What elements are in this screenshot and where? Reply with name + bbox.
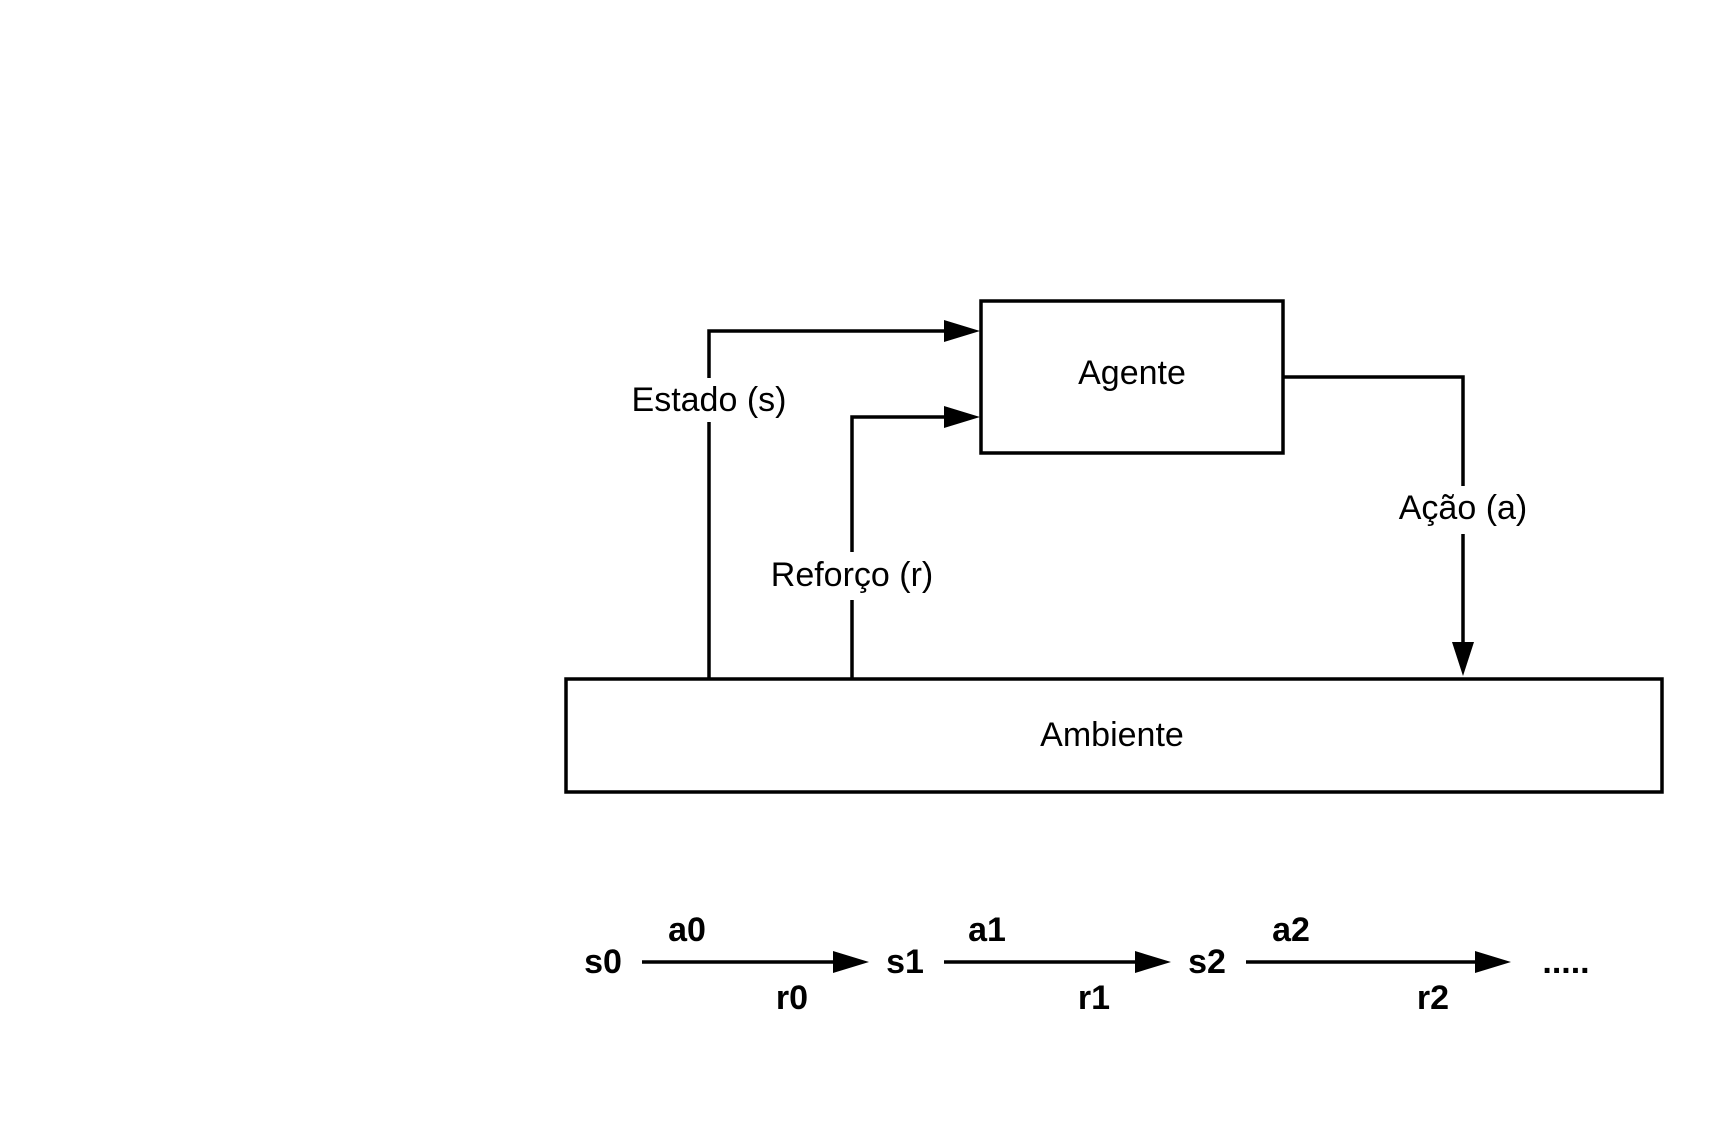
reward-arrowhead [944,406,980,428]
sequence-arrowhead-2 [1475,951,1511,973]
sequence-action-2: a2 [1272,911,1310,949]
agent-box [979,299,1285,455]
environment-box [564,677,1664,794]
sequence-arrowhead-0 [833,951,869,973]
state-arrowhead [944,320,980,342]
sequence-reward-2: r2 [1417,979,1449,1017]
sequence-reward-1: r1 [1078,979,1110,1017]
sequence-state-1: s1 [886,943,924,981]
sequence-action-0: a0 [668,911,706,949]
state-connector [707,329,946,679]
sequence-continuation: ..... [1542,943,1589,981]
agent-label: Agente [1078,354,1186,392]
state-label: Estado (s) [632,381,787,419]
sequence-action-1: a1 [968,911,1006,949]
sequence-arrowhead-1 [1135,951,1171,973]
environment-label: Ambiente [1040,716,1184,754]
reward-connector [850,415,946,679]
sequence-state-2: s2 [1188,943,1226,981]
sequence-reward-0: r0 [776,979,808,1017]
action-label: Ação (a) [1399,489,1528,527]
action-arrowhead [1452,642,1474,676]
action-label-background [1393,486,1533,534]
action-connector [1283,375,1465,642]
reward-label: Reforço (r) [771,556,933,594]
sequence-state-0: s0 [584,943,622,981]
state-label-background [628,378,790,422]
reward-label-background [765,552,939,600]
